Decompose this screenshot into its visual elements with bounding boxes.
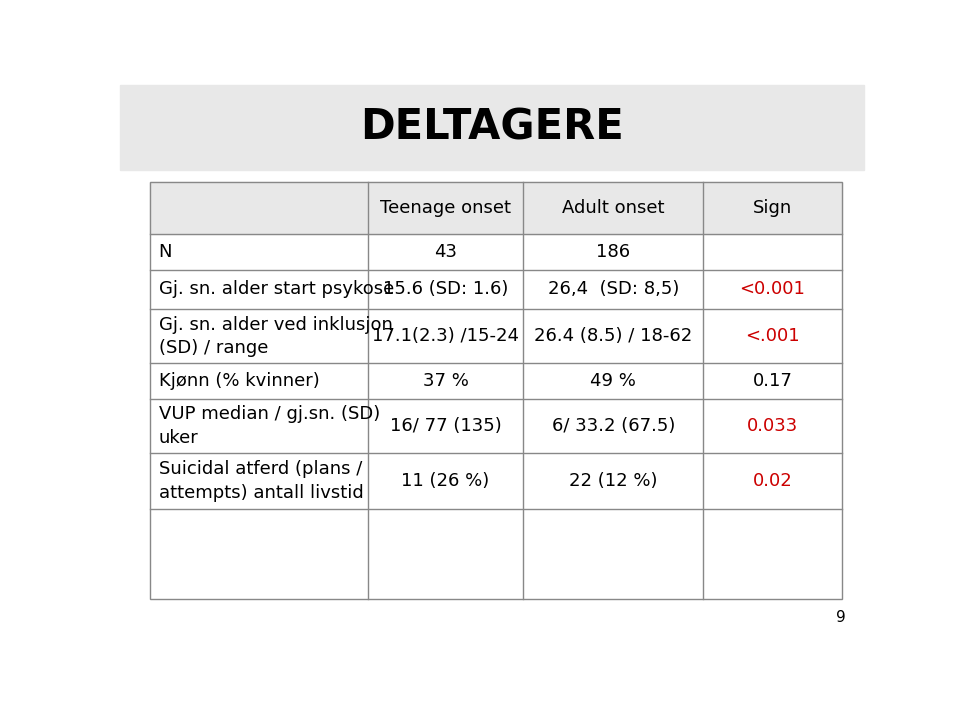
Text: 11 (26 %): 11 (26 %) [401, 472, 490, 491]
Text: 0.033: 0.033 [747, 417, 798, 435]
Text: DELTAGERE: DELTAGERE [360, 106, 624, 148]
Text: 26,4  (SD: 8,5): 26,4 (SD: 8,5) [547, 280, 679, 298]
Text: 16/ 77 (135): 16/ 77 (135) [390, 417, 501, 435]
Text: 0.17: 0.17 [753, 372, 792, 391]
Text: 6/ 33.2 (67.5): 6/ 33.2 (67.5) [552, 417, 675, 435]
Text: Suicidal atferd (plans /
attempts) antall livstid: Suicidal atferd (plans / attempts) antal… [158, 461, 364, 502]
Bar [150, 182, 842, 599]
Text: 0.02: 0.02 [753, 472, 792, 491]
Text: Gj. sn. alder ved inklusjon
(SD) / range: Gj. sn. alder ved inklusjon (SD) / range [158, 315, 393, 357]
Text: Adult onset: Adult onset [563, 199, 664, 217]
Text: Sign: Sign [753, 199, 792, 217]
Text: 15.6 (SD: 1.6): 15.6 (SD: 1.6) [383, 280, 508, 298]
Text: N: N [158, 243, 172, 261]
Text: Teenage onset: Teenage onset [380, 199, 511, 217]
Text: 26.4 (8.5) / 18-62: 26.4 (8.5) / 18-62 [534, 327, 692, 345]
Text: Kjønn (% kvinner): Kjønn (% kvinner) [158, 372, 320, 391]
Text: 22 (12 %): 22 (12 %) [569, 472, 658, 491]
Bar [150, 182, 842, 234]
Text: 37 %: 37 % [422, 372, 468, 391]
Text: 17.1(2.3) /15-24: 17.1(2.3) /15-24 [372, 327, 519, 345]
Text: <0.001: <0.001 [739, 280, 805, 298]
Text: VUP median / gj.sn. (SD)
uker: VUP median / gj.sn. (SD) uker [158, 405, 380, 447]
Bar [120, 85, 864, 170]
Text: 9: 9 [835, 611, 846, 626]
Text: <.001: <.001 [745, 327, 800, 345]
Text: 186: 186 [596, 243, 631, 261]
Text: 49 %: 49 % [590, 372, 636, 391]
Text: Gj. sn. alder start psykose: Gj. sn. alder start psykose [158, 280, 394, 298]
Text: 43: 43 [434, 243, 457, 261]
